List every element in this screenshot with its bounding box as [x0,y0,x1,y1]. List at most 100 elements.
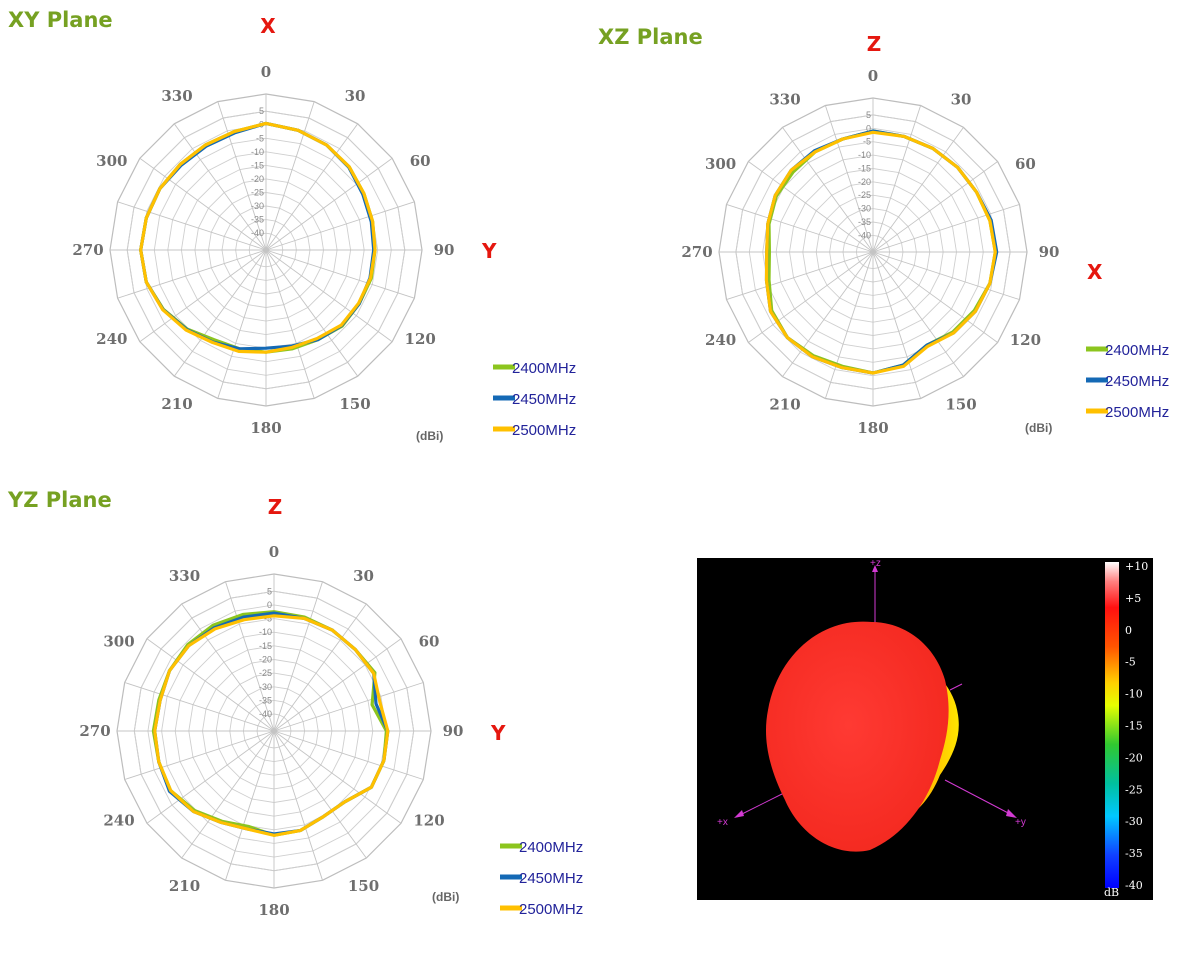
angle-tick-label: 240 [705,331,736,349]
grid-spoke [748,161,874,253]
grid-spoke [265,249,393,343]
angle-tick-label: 30 [353,567,374,585]
right-axis-label: Y [490,721,506,745]
top-axis-label: Z [268,495,283,519]
angle-tick-label: 330 [169,567,200,585]
legend-label: 2450MHz [1105,373,1169,390]
angle-tick-label: 60 [410,152,431,170]
angle-tick-label: 30 [345,87,366,105]
angle-tick-label: 60 [1015,155,1036,173]
grid-spoke [872,251,922,399]
x-axis-arrow [734,810,744,818]
radial-tick-label: 0 [267,600,272,610]
grid-spoke [273,603,367,732]
grid-spoke [872,105,922,253]
radial-tick-label: -40 [858,230,871,240]
x-axis-line [739,789,791,816]
xz-plane-chart: XZ Plane 5 0 -5 -10 -15 -20 -25 -30 -35 -40 0 30 60 9… [598,25,1169,437]
radial-tick-label: -5 [256,133,264,143]
angle-tick-label: 210 [769,395,800,413]
grid-spoke [265,101,315,251]
legend-label: 2450MHz [512,391,576,408]
angle-tick-label: 60 [419,633,440,651]
colorbar-tick-label: -10 [1125,688,1143,701]
radial-tick-label: -20 [858,177,871,187]
angle-tick-label: 180 [250,419,281,437]
grid-spoke [181,603,275,732]
radiation-pattern-3d: +z +x +y +10 +5 0 -5 -10 -15 -20 -25 -30 -35 -40 d… [697,558,1153,900]
angle-tick-label: 210 [161,395,192,413]
axis-label-y: +y [1015,817,1026,828]
grid-spoke [117,249,267,299]
colorbar-unit: dB [1104,886,1119,899]
grid-spoke [273,638,402,732]
radial-tick-label: -40 [251,228,264,238]
angle-tick-label: 240 [96,330,127,348]
grid-spoke [872,127,964,253]
angle-tick-label: 30 [951,91,972,109]
grid-spoke [273,730,323,881]
grid-spoke [824,251,874,399]
angle-tick-label: 0 [261,63,271,81]
radial-tick-label: -30 [259,682,272,692]
grid-spoke [225,730,275,881]
unit-label: (dBi) [1025,421,1052,435]
legend-label: 2500MHz [1105,404,1169,421]
grid-spoke [217,249,267,399]
grid-spoke [124,730,275,780]
radial-tick-label: -40 [259,709,272,719]
angle-tick-label: 300 [705,155,736,173]
radial-tick-label: -25 [858,190,871,200]
chart-title: XZ Plane [598,25,703,49]
radial-tick-label: -15 [251,160,264,170]
radial-tick-label: -30 [858,204,871,214]
radial-tick-label: 0 [866,123,871,133]
angle-tick-label: 300 [103,633,134,651]
angle-tick-label: 270 [681,243,712,261]
colorbar-tick-label: -15 [1125,720,1143,733]
angle-tick-label: 150 [348,877,379,895]
angle-tick-label: 0 [868,67,878,85]
legend-label: 2500MHz [519,901,583,918]
angle-tick-label: 90 [434,241,455,259]
grid-spoke [139,249,267,343]
colorbar-tick-label: 0 [1125,624,1132,637]
series-line [139,121,377,354]
angle-tick-label: 240 [103,812,134,830]
grid-spoke [265,201,415,251]
colorbar [1105,562,1119,888]
grid-spoke [782,127,874,253]
radial-tick-label: -10 [858,150,871,160]
z-axis-arrow [872,565,878,572]
grid-spoke [173,249,267,377]
angle-tick-label: 330 [769,91,800,109]
pattern-main-lobe [765,621,949,852]
grid-spoke [124,682,275,732]
radial-tick-label: -20 [259,655,272,665]
top-axis-label: Z [867,32,882,56]
top-axis-label: X [260,14,276,38]
grid-spoke [273,730,367,859]
angle-tick-label: 120 [413,812,444,830]
angle-tick-label: 180 [258,901,289,919]
radial-tick-label: -25 [251,188,264,198]
unit-label: (dBi) [432,890,459,904]
radial-tick-label: -5 [863,137,871,147]
colorbar-tick-label: -40 [1125,879,1143,892]
radial-tick-label: -10 [251,147,264,157]
angle-tick-label: 330 [161,87,192,105]
grid-spoke [872,203,1020,253]
grid-spoke [225,581,275,732]
grid-spoke [782,251,874,377]
series-line [764,130,997,375]
grid-spoke [265,249,315,399]
grid-spoke [173,123,267,251]
angle-tick-label: 120 [1010,331,1041,349]
y-axis-line [944,779,1013,816]
grid-spoke [872,161,998,253]
angle-tick-label: 300 [96,152,127,170]
grid-spoke [139,157,267,251]
angle-tick-label: 120 [405,330,436,348]
radial-tick-label: -5 [264,614,272,624]
